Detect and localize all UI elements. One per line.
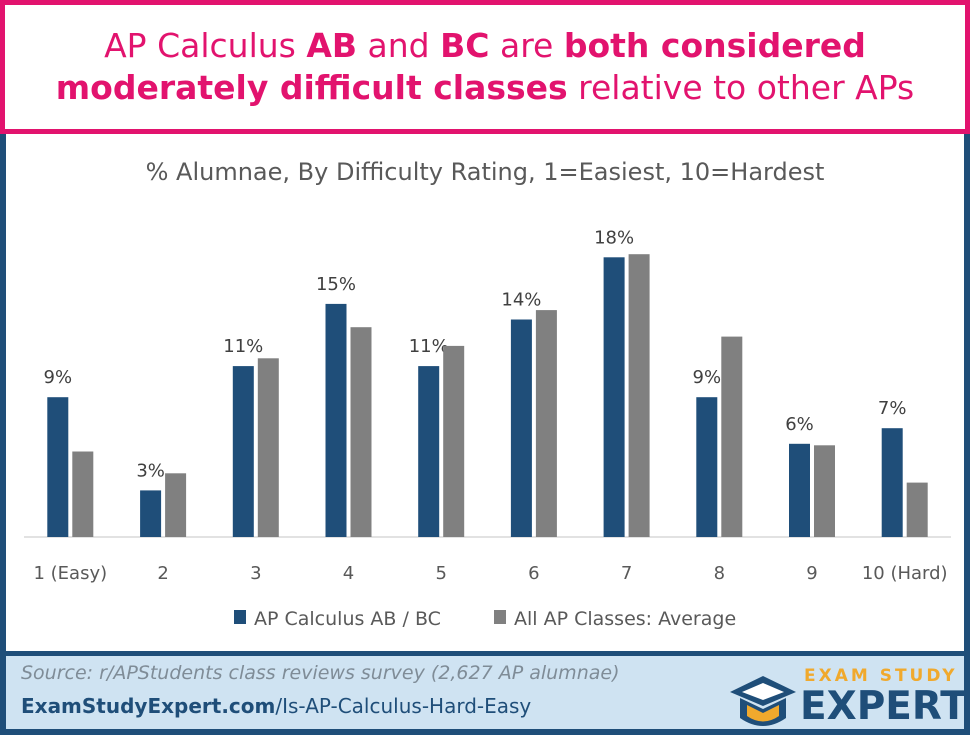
- data-label: 14%: [501, 290, 541, 311]
- x-tick-label: 10 (Hard): [862, 563, 948, 584]
- bar-ap-calc: [140, 490, 162, 537]
- headline-segment: AB: [306, 25, 358, 65]
- bar-ap-calc: [47, 397, 69, 537]
- x-tick-label: 8: [714, 563, 725, 584]
- headline-segment: moderately difficult classes: [55, 68, 568, 107]
- bar-ap-calc: [232, 366, 254, 537]
- x-tick-label: 5: [435, 563, 446, 584]
- legend-label-ab-bc: AP Calculus AB / BC: [254, 608, 441, 630]
- headline-segment: and: [357, 25, 441, 65]
- x-tick-label: 6: [528, 563, 539, 584]
- legend-swatch-ab-bc: [234, 610, 246, 624]
- logo-main-text: EXPERT: [800, 684, 967, 729]
- bar-ap-calc: [881, 428, 903, 537]
- source-note: Source: r/APStudents class reviews surve…: [21, 662, 620, 684]
- data-label: 9%: [44, 367, 73, 388]
- article-link-host: ExamStudyExpert.com: [21, 694, 276, 718]
- x-tick-label: 9: [806, 563, 817, 584]
- bar-all-ap-average: [906, 482, 928, 537]
- headline-segment: are: [489, 25, 564, 65]
- bar-chart: % Alumnae, By Difficulty Rating, 1=Easie…: [24, 158, 951, 630]
- bar-all-ap-average: [628, 254, 650, 537]
- x-tick-label: 4: [343, 563, 354, 584]
- legend-label-average: All AP Classes: Average: [514, 608, 736, 630]
- headline-line-1: AP Calculus AB and BC are both considere…: [56, 25, 914, 67]
- headline: AP Calculus AB and BC are both considere…: [56, 25, 914, 109]
- chart-frame: % Alumnae, By Difficulty Rating, 1=Easie…: [0, 134, 970, 651]
- chart-title: % Alumnae, By Difficulty Rating, 1=Easie…: [146, 158, 825, 186]
- data-label: 7%: [878, 398, 907, 419]
- bar-all-ap-average: [535, 310, 557, 537]
- data-label: 11%: [223, 336, 263, 357]
- footer: Source: r/APStudents class reviews surve…: [0, 651, 970, 735]
- bar-ap-calc: [603, 257, 625, 537]
- bar-ap-calc: [696, 397, 718, 537]
- headline-segment: both considered: [563, 25, 866, 65]
- data-label: 3%: [136, 460, 165, 481]
- bar-ap-calc: [418, 366, 440, 537]
- bar-all-ap-average: [257, 358, 279, 537]
- data-label: 11%: [409, 336, 449, 357]
- headline-segment: relative to other APs: [567, 68, 915, 107]
- header-banner: AP Calculus AB and BC are both considere…: [0, 0, 970, 134]
- headline-segment: AP Calculus: [104, 25, 307, 65]
- x-tick-label: 3: [250, 563, 261, 584]
- x-tick-label: 1 (Easy): [33, 563, 107, 584]
- data-label: 9%: [693, 367, 722, 388]
- graduation-cap-icon: [730, 676, 796, 726]
- exam-study-expert-logo: EXAM STUDY EXPERT: [728, 666, 967, 732]
- article-link[interactable]: ExamStudyExpert.com/Is-AP-Calculus-Hard-…: [21, 694, 531, 718]
- article-link-path: /Is-AP-Calculus-Hard-Easy: [275, 694, 532, 718]
- legend: AP Calculus AB / BC All AP Classes: Aver…: [234, 608, 736, 630]
- bar-all-ap-average: [721, 336, 743, 537]
- headline-line-2: moderately difficult classes relative to…: [56, 67, 914, 109]
- bar-all-ap-average: [165, 473, 187, 537]
- logo-top-text: EXAM STUDY: [804, 666, 958, 686]
- bar-ap-calc: [789, 443, 810, 537]
- x-tick-labels: 1 (Easy) 2 3 4 5 6 7 8 9 10 (Hard): [33, 563, 947, 584]
- bar-all-ap-average: [72, 451, 94, 537]
- legend-swatch-average: [494, 610, 506, 624]
- data-label: 15%: [316, 274, 356, 295]
- bar-ap-calc: [325, 303, 347, 537]
- bars-group: 9% 3% 11% 15% 11% 14% 18% 9% 6% 7%: [44, 227, 928, 537]
- x-tick-label: 2: [157, 563, 168, 584]
- data-label: 18%: [594, 227, 634, 248]
- headline-segment: BC: [440, 25, 490, 65]
- bar-all-ap-average: [443, 345, 465, 537]
- data-label: 6%: [785, 414, 814, 435]
- bar-ap-calc: [510, 319, 532, 537]
- x-tick-label: 7: [621, 563, 632, 584]
- bar-all-ap-average: [814, 445, 835, 537]
- bar-all-ap-average: [350, 327, 372, 537]
